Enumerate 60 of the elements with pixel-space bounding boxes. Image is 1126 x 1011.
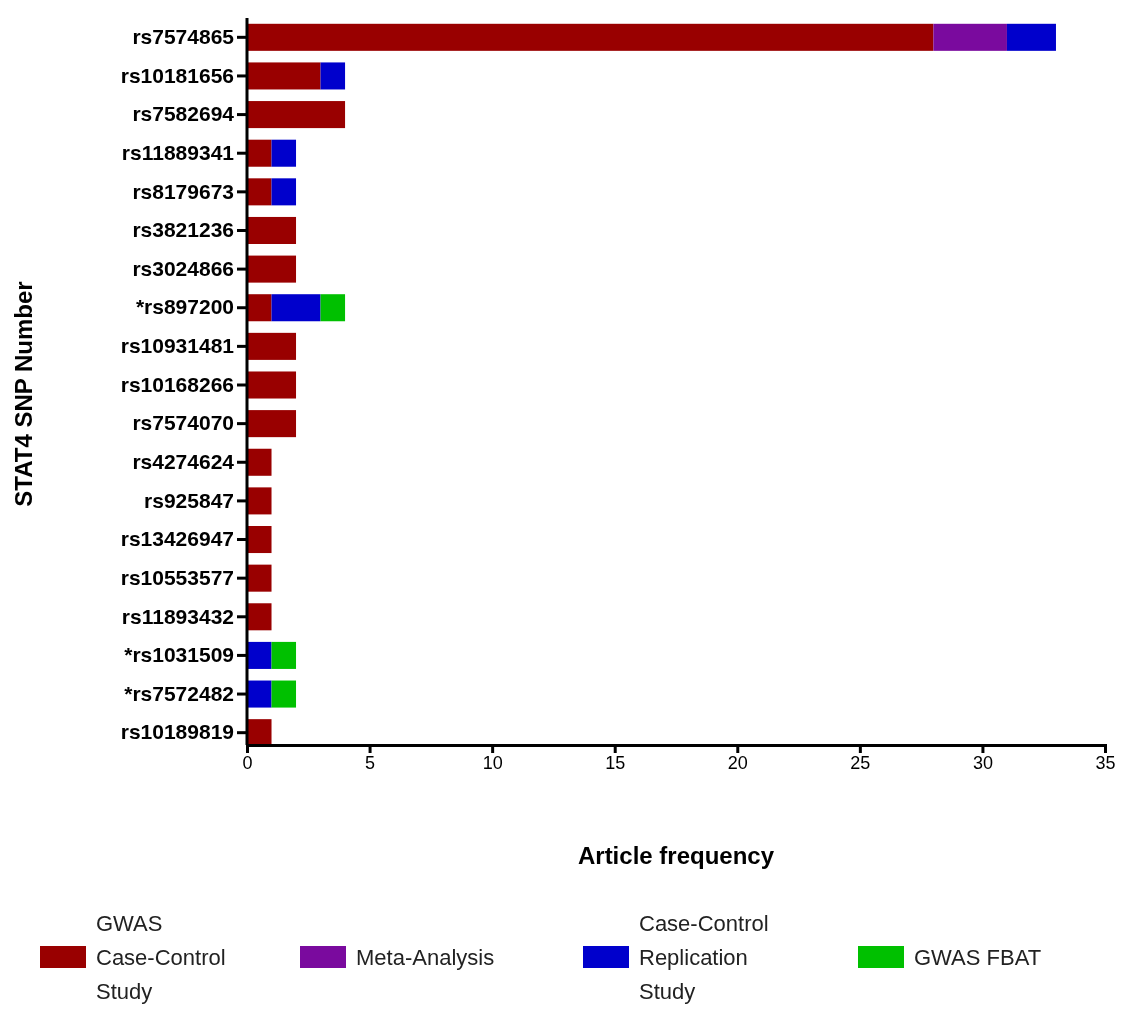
bar <box>1006 23 1056 51</box>
y-tick-label: *rs7572482 <box>124 681 234 705</box>
y-tick-label: rs7582694 <box>132 102 235 126</box>
bar <box>320 294 346 322</box>
x-tick-label: 10 <box>482 752 503 773</box>
x-axis-title: Article frequency <box>577 842 775 869</box>
legend-label: Meta-Analysis <box>356 945 495 970</box>
bar <box>247 526 272 554</box>
x-tick-label: 35 <box>1095 752 1116 773</box>
bar <box>247 641 272 669</box>
bar <box>247 62 321 90</box>
bar <box>271 139 297 167</box>
y-tick-label: rs3821236 <box>132 218 234 242</box>
x-tick-label: 25 <box>850 752 871 773</box>
y-tick-label: rs3024866 <box>132 256 234 280</box>
bar <box>247 564 272 592</box>
bar <box>247 139 272 167</box>
x-tick-label: 15 <box>605 752 626 773</box>
y-tick-label: rs11893432 <box>121 604 234 628</box>
bar <box>247 448 272 476</box>
bar <box>247 487 272 515</box>
bar <box>247 603 272 631</box>
y-axis-title: STAT4 SNP Number <box>10 281 37 507</box>
bar <box>247 680 272 708</box>
bar <box>247 101 346 129</box>
legend-label: Case-Control Replication Study <box>639 911 769 1004</box>
y-tick-label: rs10181656 <box>120 63 234 87</box>
bar <box>271 178 297 206</box>
x-tick-label: 0 <box>242 752 253 773</box>
y-tick-label: rs8179673 <box>132 179 234 203</box>
y-tick-label: rs10189819 <box>120 720 234 744</box>
bar <box>247 371 297 399</box>
y-tick-label: rs4274624 <box>132 449 235 473</box>
bar <box>247 255 297 283</box>
x-tick-label: 20 <box>727 752 748 773</box>
y-tick-label: rs13426947 <box>120 527 234 551</box>
bar <box>247 410 297 438</box>
y-tick-label: rs925847 <box>144 488 234 512</box>
bar <box>271 294 321 322</box>
y-tick-label: rs11889341 <box>121 140 235 164</box>
bar <box>247 178 272 206</box>
y-tick-label: *rs897200 <box>135 295 234 319</box>
bar <box>320 62 346 90</box>
legend-label: GWAS Case-Control Study <box>96 911 226 1004</box>
y-tick-label: rs7574865 <box>132 25 235 49</box>
bar <box>933 23 1007 51</box>
y-tick-label: rs10931481 <box>120 334 235 358</box>
bar <box>271 641 297 669</box>
x-tick-label: 30 <box>972 752 993 773</box>
bar <box>247 216 297 244</box>
y-tick-label: rs10168266 <box>120 372 234 396</box>
legend-label: GWAS FBAT <box>914 945 1042 970</box>
bar <box>247 332 297 360</box>
bar <box>247 294 272 322</box>
y-tick-label: rs7574070 <box>132 411 234 435</box>
x-tick-label: 5 <box>365 752 376 773</box>
y-tick-label: rs10553577 <box>120 565 234 589</box>
bar <box>247 23 934 51</box>
y-tick-label: *rs1031509 <box>124 643 234 667</box>
bar <box>271 680 297 708</box>
